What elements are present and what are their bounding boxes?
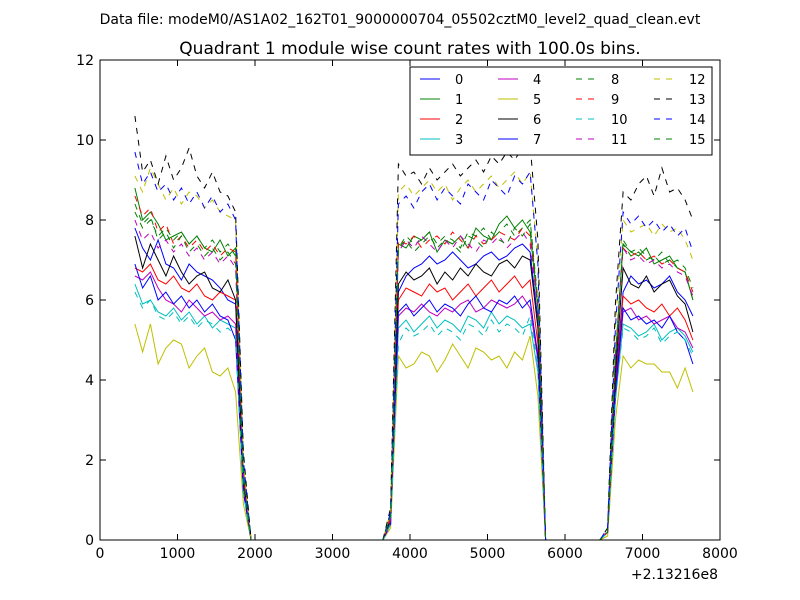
legend-label-3: 3 [455,133,463,148]
legend-label-5: 5 [533,93,541,108]
x-tick-label: 3000 [315,546,351,562]
x-tick-label: 6000 [547,546,583,562]
legend-label-13: 13 [689,93,706,108]
y-tick-label: 10 [76,133,94,149]
x-axis-offset-label: +2.13216e8 [631,567,718,583]
x-tick-label: 4000 [392,546,428,562]
series-line-8 [134,211,694,541]
y-tick-label: 6 [85,293,94,309]
legend-label-4: 4 [533,73,541,88]
legend-label-2: 2 [455,113,463,128]
legend-label-8: 8 [611,73,619,88]
legend-label-15: 15 [689,133,706,148]
legend-label-1: 1 [455,93,463,108]
legend-box [409,66,713,156]
legend-label-0: 0 [455,73,463,88]
plot-area [134,115,694,541]
legend-label-11: 11 [611,133,628,148]
x-tick-label: 1000 [160,546,196,562]
legend-label-6: 6 [533,113,541,128]
x-tick-label: 7000 [625,546,661,562]
y-tick-label: 12 [76,53,94,69]
legend-label-7: 7 [533,133,541,148]
x-tick-label: 0 [96,546,105,562]
y-tick-label: 0 [85,533,94,549]
legend-label-12: 12 [689,73,706,88]
y-tick-label: 2 [85,453,94,469]
legend-label-10: 10 [611,113,628,128]
x-tick-label: 5000 [470,546,506,562]
x-tick-label: 8000 [702,546,738,562]
legend-label-9: 9 [611,93,619,108]
y-tick-label: 4 [85,373,94,389]
chart-title: Quadrant 1 module wise count rates with … [179,39,640,59]
y-tick-label: 8 [85,213,94,229]
x-tick-label: 2000 [237,546,273,562]
legend-label-14: 14 [689,113,706,128]
data-file-label: Data file: modeM0/AS1A02_162T01_90000007… [100,12,701,28]
series-line-14 [134,151,694,541]
x-axis: 0 1000 2000 3000 4000 5000 6000 7000 8000 [96,60,738,562]
series-line-10 [134,291,694,541]
